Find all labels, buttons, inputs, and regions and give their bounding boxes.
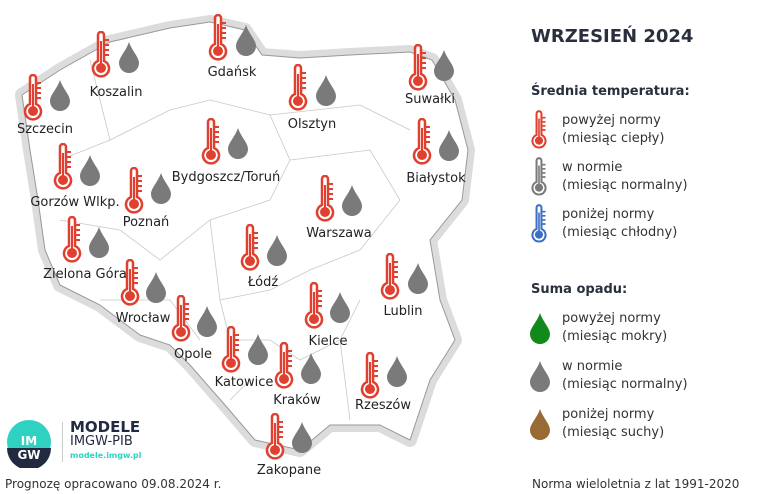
legend-line: powyżej normy (562, 311, 661, 326)
city-label: Opole (173, 347, 213, 362)
drop-icon (291, 421, 313, 453)
thermometer-icon (314, 174, 336, 223)
drop-icon (196, 305, 218, 337)
legend-precip-item: powyżej normy (miesiąc mokry) (562, 310, 667, 346)
svg-text:IM: IM (21, 434, 37, 448)
legend-precip-item: w normie (miesiąc normalny) (562, 358, 688, 394)
city-label: Łódź (247, 275, 279, 290)
thermometer-icon (119, 258, 141, 307)
thermometer-icon (411, 117, 433, 166)
legend-drop-icon (529, 408, 551, 444)
thermometer-icon (407, 43, 429, 92)
svg-text:GW: GW (17, 448, 40, 462)
legend-drop-icon (529, 360, 551, 396)
city-label: Poznań (122, 215, 170, 230)
legend-line: (miesiąc chłodny) (562, 225, 678, 240)
legend-line: (miesiąc suchy) (562, 425, 665, 440)
legend-precip-item: poniżej normy (miesiąc suchy) (562, 406, 664, 442)
thermometer-icon (170, 294, 192, 343)
thermometer-icon (90, 30, 112, 79)
city-label: Bydgoszcz/Toruń (171, 170, 281, 185)
legend-drop-icon (529, 312, 551, 348)
drop-icon (150, 172, 172, 204)
logo-url[interactable]: modele.imgw.pl (70, 451, 142, 460)
drop-icon (88, 226, 110, 258)
legend-line: powyżej normy (562, 113, 661, 128)
drop-icon (79, 154, 101, 186)
precipitation-legend-heading: Suma opadu: (531, 282, 628, 297)
city-label: Wrocław (115, 311, 171, 326)
legend-temp-item: poniżej normy (miesiąc chłodny) (562, 206, 677, 242)
thermometer-icon (359, 351, 381, 400)
forecast-date: Prognozę opracowano 09.08.2024 r. (5, 477, 222, 491)
drop-icon (118, 41, 140, 73)
drop-icon (235, 24, 257, 56)
legend-line: w normie (562, 160, 623, 175)
drop-icon (145, 271, 167, 303)
map-title: WRZESIEŃ 2024 (531, 26, 694, 47)
city-label: Warszawa (306, 226, 372, 241)
logo-divider (62, 422, 63, 462)
legend-line: w normie (562, 359, 623, 374)
legend-line: poniżej normy (562, 407, 655, 422)
logo-subtitle: IMGW-PIB (70, 434, 133, 449)
drop-icon (341, 184, 363, 216)
city-label: Kielce (308, 334, 348, 349)
drop-icon (433, 49, 455, 81)
legend-temp-item: powyżej normy (miesiąc ciepły) (562, 112, 664, 148)
city-label: Lublin (383, 304, 423, 319)
city-label: Katowice (214, 375, 274, 390)
drop-icon (266, 234, 288, 266)
drop-icon (407, 262, 429, 294)
city-label: Białystok (406, 171, 466, 186)
city-label: Kraków (273, 393, 321, 408)
thermometer-icon (52, 142, 74, 191)
city-label: Suwałki (405, 92, 455, 107)
drop-icon (300, 352, 322, 384)
city-label: Olsztyn (287, 117, 337, 132)
city-label: Rzeszów (354, 398, 412, 413)
drop-icon (247, 333, 269, 365)
city-label: Gdańsk (207, 65, 257, 80)
city-label: Zielona Góra (43, 267, 127, 282)
thermometer-icon (264, 412, 286, 461)
thermometer-icon (273, 341, 295, 390)
thermometer-icon (303, 281, 325, 330)
legend-thermometer-icon (530, 157, 548, 201)
thermometer-icon (220, 325, 242, 374)
drop-icon (315, 74, 337, 106)
imgw-logo-badge: IM GW (7, 420, 51, 468)
thermometer-icon (207, 13, 229, 62)
legend-thermometer-icon (530, 204, 548, 248)
drop-icon (386, 355, 408, 387)
legend-line: (miesiąc normalny) (562, 178, 688, 193)
norm-period: Norma wieloletnia z lat 1991-2020 (532, 477, 740, 491)
thermometer-icon (287, 63, 309, 112)
legend-thermometer-icon (530, 110, 548, 154)
city-label: Szczecin (16, 122, 74, 137)
thermometer-icon (239, 223, 261, 272)
drop-icon (49, 79, 71, 111)
thermometer-icon (61, 215, 83, 264)
thermometer-icon (123, 166, 145, 215)
legend-line: (miesiąc normalny) (562, 377, 688, 392)
legend-line: poniżej normy (562, 207, 655, 222)
thermometer-icon (200, 117, 222, 166)
drop-icon (438, 129, 460, 161)
drop-icon (227, 127, 249, 159)
temperature-legend-heading: Średnia temperatura: (531, 84, 690, 99)
thermometer-icon (379, 252, 401, 301)
city-label: Zakopane (256, 463, 322, 478)
legend-line: (miesiąc ciepły) (562, 131, 665, 146)
thermometer-icon (22, 73, 44, 122)
legend-temp-item: w normie (miesiąc normalny) (562, 159, 688, 195)
city-label: Gorzów Wlkp. (30, 195, 120, 210)
drop-icon (329, 291, 351, 323)
logo-title: MODELE (70, 418, 141, 436)
city-label: Koszalin (89, 85, 143, 100)
legend-line: (miesiąc mokry) (562, 329, 668, 344)
